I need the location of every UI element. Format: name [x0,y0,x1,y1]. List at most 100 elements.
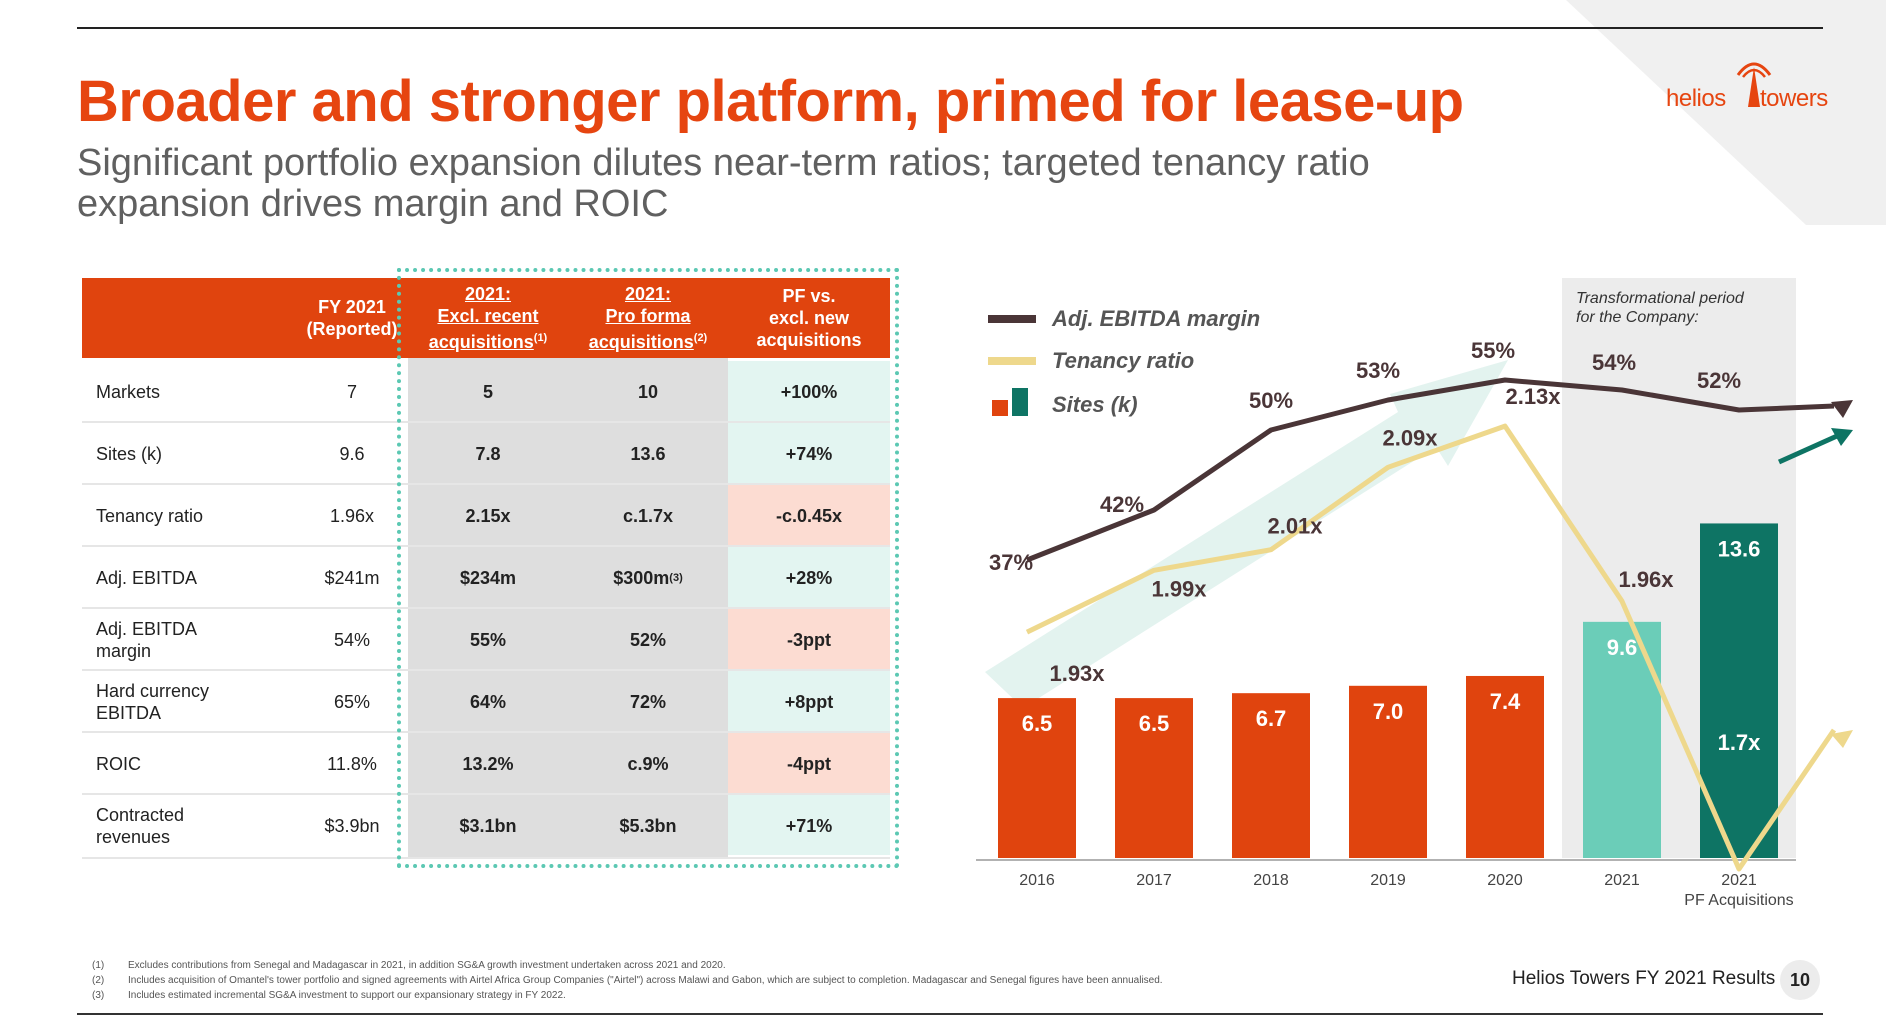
header-excl-line1: 2021: [464,284,512,304]
tenancy-data-label: 1.7x [1718,730,1762,755]
header-pf-vs-excl: PF vs. excl. new acquisitions [728,278,890,358]
cell-pf-change: +100% [780,381,838,402]
pf-cell-bg [728,485,890,545]
x-tick-label: 2017 [1136,872,1172,889]
legend-swatch-margin [988,315,1036,323]
row-label: Tenancy ratio [96,506,204,526]
row-divider [82,421,890,423]
row-label: ROIC [96,754,141,774]
footnote-2: (2) Includes acquisition of Omantel's tow… [92,973,1163,988]
margin-data-label: 54% [1592,350,1636,375]
sites-growth-arrowhead [1831,428,1853,446]
pf-cell-bg [728,795,890,855]
legend-swatch-sites-teal [1012,388,1028,416]
cell-excl: $234m [459,567,517,588]
bar-value-label: 7.0 [1373,699,1404,724]
cell-fy2021: 7 [346,381,357,402]
margin-data-label: 37% [989,550,1033,575]
margin-data-label: 55% [1471,338,1515,363]
footnote-number: (3) [92,990,105,1001]
table-row-sites: Sites (k) 9.6 7.8 13.6 +74% [82,423,890,485]
header-pro-line2: Pro forma [605,306,691,326]
cell-proforma-value: 10 [637,381,659,402]
cell-proforma: 72% [568,671,728,733]
cell-proforma-value: $300m [613,567,670,588]
bar-value-label: 6.7 [1256,706,1287,731]
bar-sites [1232,693,1310,858]
margin-data-label: 50% [1249,388,1293,413]
header-pro-forma: 2021: Pro forma acquisitions(2) [568,278,728,358]
logo-text-helios: helios [1666,85,1726,112]
cell-proforma-value: 13.6 [630,443,666,464]
legend-swatch-sites-orange [992,400,1008,416]
cell-proforma-value: c.1.7x [622,505,674,526]
header-fy2021-line1: FY 2021 [318,297,386,317]
cell-pf-change: -4ppt [787,753,831,774]
bar-value-label: 6.5 [1022,711,1053,736]
series-line-tenancy [1025,423,1837,872]
cell-proforma: c.9% [568,733,728,795]
cell-proforma-sup: (3) [669,572,683,584]
cell-pf-change: +28% [785,567,833,588]
bar-sites [1115,698,1193,858]
footnote-number: (2) [92,975,105,986]
cell-excl: $3.1bn [459,815,517,836]
x-tick-sublabel: PF Acquisitions [1684,892,1793,909]
legend-label-tenancy: Tenancy ratio [1052,348,1194,373]
x-tick-label: 2021 [1721,872,1757,889]
margin-data-label: 42% [1100,492,1144,517]
series-line-margin [1026,377,1835,563]
row-label: Hard currency EBITDA [96,681,210,723]
footnote-3: (3) Includes estimated incremental SG&A i… [92,988,1163,1003]
header-pro-line3: acquisitions [588,332,694,352]
row-divider [82,857,890,859]
header-fy2021-line2: (Reported) [306,319,398,339]
header-fy2021: FY 2021 (Reported) [272,278,432,358]
row-label: Sites (k) [96,444,163,464]
x-tick-label: 2020 [1487,872,1523,889]
bar-sites [1349,685,1427,858]
margin-arrowhead [1831,400,1853,418]
pf-cell-bg [728,609,890,669]
page-title: Broader and stronger platform, primed fo… [77,69,1464,134]
table-row-ebitda: Adj. EBITDA $241m $234m $300m (3) +28% [82,547,890,609]
tenancy-data-label: 1.96x [1618,567,1674,592]
legend-label-sites: Sites (k) [1052,392,1138,417]
footer-title: Helios Towers FY 2021 Results [1512,968,1776,989]
footnote-text: Includes estimated incremental SG&A inve… [128,990,566,1001]
tenancy-arrowhead [1831,730,1853,748]
pf-cell-bg [728,733,890,793]
tenancy-data-label: 1.93x [1049,661,1105,686]
bar-sites [1466,675,1544,858]
bar-value-label: 6.5 [1139,711,1170,736]
header-pro-line1: 2021: [624,284,672,304]
row-divider [82,793,890,795]
sites-margin-tenancy-chart: Transformational period for the Company: 6… [976,278,1853,909]
sites-growth-arrow-shaft [1777,433,1839,465]
footnote-text: Excludes contributions from Senegal and … [128,960,726,971]
legend-swatch-tenancy [988,357,1036,365]
tower-logo-icon [1736,62,1772,107]
cell-pf-change: -3ppt [787,629,831,650]
cell-proforma: $300m (3) [568,547,728,609]
margin-data-label: 52% [1697,368,1741,393]
cell-fy2021: 11.8% [327,753,377,774]
header-pf-line2: excl. new [768,308,850,328]
cell-excl: 2.15x [465,505,511,526]
cell-fy2021: 1.96x [329,505,375,526]
table-row-margin: Adj. EBITDA margin 54% 55% 52% -3ppt [82,609,890,671]
cell-proforma-value: $5.3bn [619,815,677,836]
helios-towers-logo: helios towers [1666,55,1828,115]
growth-arrow-bg [985,360,1508,708]
table-row-tenancy: Tenancy ratio 1.96x 2.15x c.1.7x -c.0.45… [82,485,890,547]
tenancy-data-label: 2.13x [1505,384,1561,409]
cell-excl: 7.8 [475,443,501,464]
x-tick-label: 2016 [1019,872,1055,889]
cell-proforma: 10 [568,361,728,423]
row-label: Adj. EBITDA margin [96,619,197,661]
cell-excl: 5 [482,381,493,402]
cell-fy2021: 54% [333,629,371,650]
header-pro-sup: (2) [693,332,708,344]
pf-cell-bg [728,361,890,421]
header-pf-line3: acquisitions [756,330,862,350]
